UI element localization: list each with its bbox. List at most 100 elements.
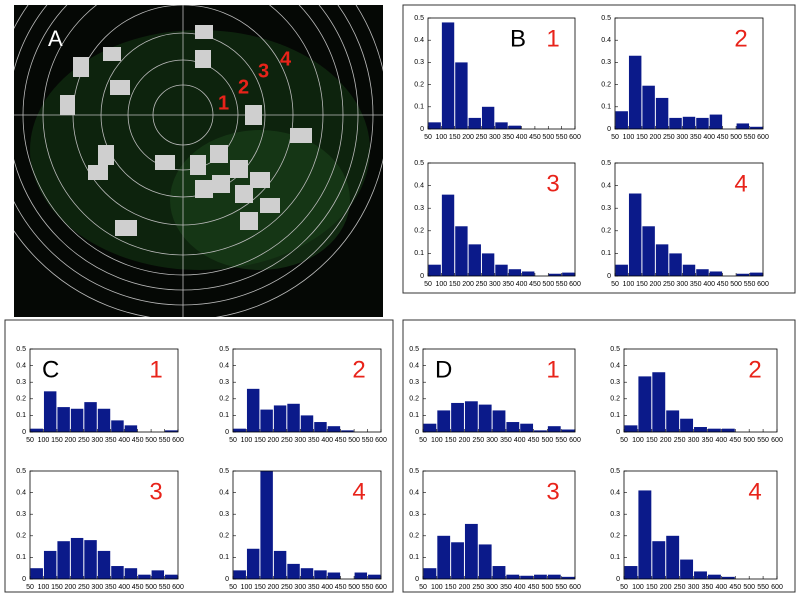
bar [680,559,694,579]
bar [520,575,534,579]
bar [508,269,522,276]
y-tick-label: 0.5 [610,346,620,353]
bar [246,548,260,579]
x-tick-label: 100 [241,584,253,591]
bar [750,126,763,129]
marker: 4 [280,48,292,70]
plot-frame [29,348,179,433]
x-tick-label: 50 [620,584,628,591]
x-tick-label: 350 [502,134,514,141]
x-tick-label: 500 [542,584,554,591]
plot-frame [614,17,764,130]
x-tick-label: 150 [636,281,648,288]
bar [666,410,680,432]
x-tick-label: 400 [703,281,715,288]
bar [124,425,138,432]
bar [111,566,124,579]
bar [314,570,327,579]
x-tick-label: 600 [569,437,581,444]
x-tick-label: 550 [555,584,567,591]
x-tick-label: 50 [419,437,427,444]
x-tick-label: 250 [476,134,488,141]
x-tick-label: 300 [688,437,700,444]
plot-frame [623,470,778,580]
x-tick-label: 200 [660,584,672,591]
y-tick-label: 0.5 [414,160,424,167]
plot-frame [427,162,576,277]
y-tick-label: 0.3 [601,59,611,66]
y-tick-label: 0.5 [601,15,611,22]
bar [354,572,368,579]
bar [669,117,682,129]
x-tick-label: 450 [529,281,541,288]
x-tick-label: 550 [757,584,769,591]
y-tick-label: 0 [22,576,26,583]
panel-frame [402,4,796,294]
bar [506,422,520,432]
x-tick-label: 150 [646,584,658,591]
x-tick-label: 350 [690,134,702,141]
chart-number: 2 [748,356,761,383]
x-tick-label: 500 [743,437,755,444]
x-tick-label: 150 [51,437,63,444]
x-tick-label: 150 [445,437,457,444]
bar [478,544,492,579]
x-tick-label: 400 [321,437,333,444]
bar [423,568,437,579]
bar [615,111,628,129]
bar [561,576,575,579]
x-tick-label: 600 [757,281,769,288]
panel-frame [4,319,394,593]
x-tick-label: 100 [436,134,448,141]
y-tick-label: 0.2 [610,396,620,403]
bar [615,264,628,276]
y-tick-label: 0 [420,126,424,133]
bar [694,427,707,432]
x-tick-label: 350 [308,584,320,591]
x-tick-label: 450 [132,584,144,591]
bar [151,570,165,579]
x-tick-label: 100 [632,437,644,444]
y-tick-label: 0.1 [219,554,229,561]
y-tick-label: 0.2 [219,396,229,403]
x-tick-label: 150 [254,584,266,591]
bar [696,269,709,276]
x-tick-label: 600 [569,281,581,288]
x-tick-label: 300 [294,584,306,591]
bar [451,542,464,579]
x-tick-label: 250 [663,281,675,288]
bar [97,408,111,432]
y-tick-label: 0.2 [16,396,26,403]
bar [707,428,721,432]
x-tick-label: 600 [757,134,769,141]
bar [233,428,246,432]
y-tick-label: 0.5 [414,15,424,22]
x-tick-label: 300 [91,437,103,444]
bar [455,226,468,276]
y-tick-label: 0.5 [219,468,229,475]
bar [561,429,575,432]
y-tick-label: 0.1 [601,104,611,111]
bar [736,273,750,276]
bar [638,490,652,579]
x-tick-label: 400 [321,584,333,591]
y-tick-label: 0.3 [16,379,26,386]
bar [57,541,70,579]
x-tick-label: 600 [172,437,184,444]
y-tick-label: 0.4 [414,37,424,44]
bar [464,523,478,579]
x-tick-label: 300 [489,134,501,141]
bar [481,106,495,129]
x-tick-label: 500 [542,281,554,288]
x-tick-label: 550 [744,281,756,288]
x-tick-label: 600 [375,584,387,591]
bar [165,574,178,579]
x-tick-label: 500 [145,437,157,444]
y-tick-label: 0.1 [610,412,620,419]
x-tick-label: 300 [676,281,688,288]
y-tick-label: 0 [420,273,424,280]
x-tick-label: 550 [555,437,567,444]
x-tick-label: 100 [436,281,448,288]
chart-number: 1 [546,25,559,52]
x-tick-label: 200 [268,584,280,591]
